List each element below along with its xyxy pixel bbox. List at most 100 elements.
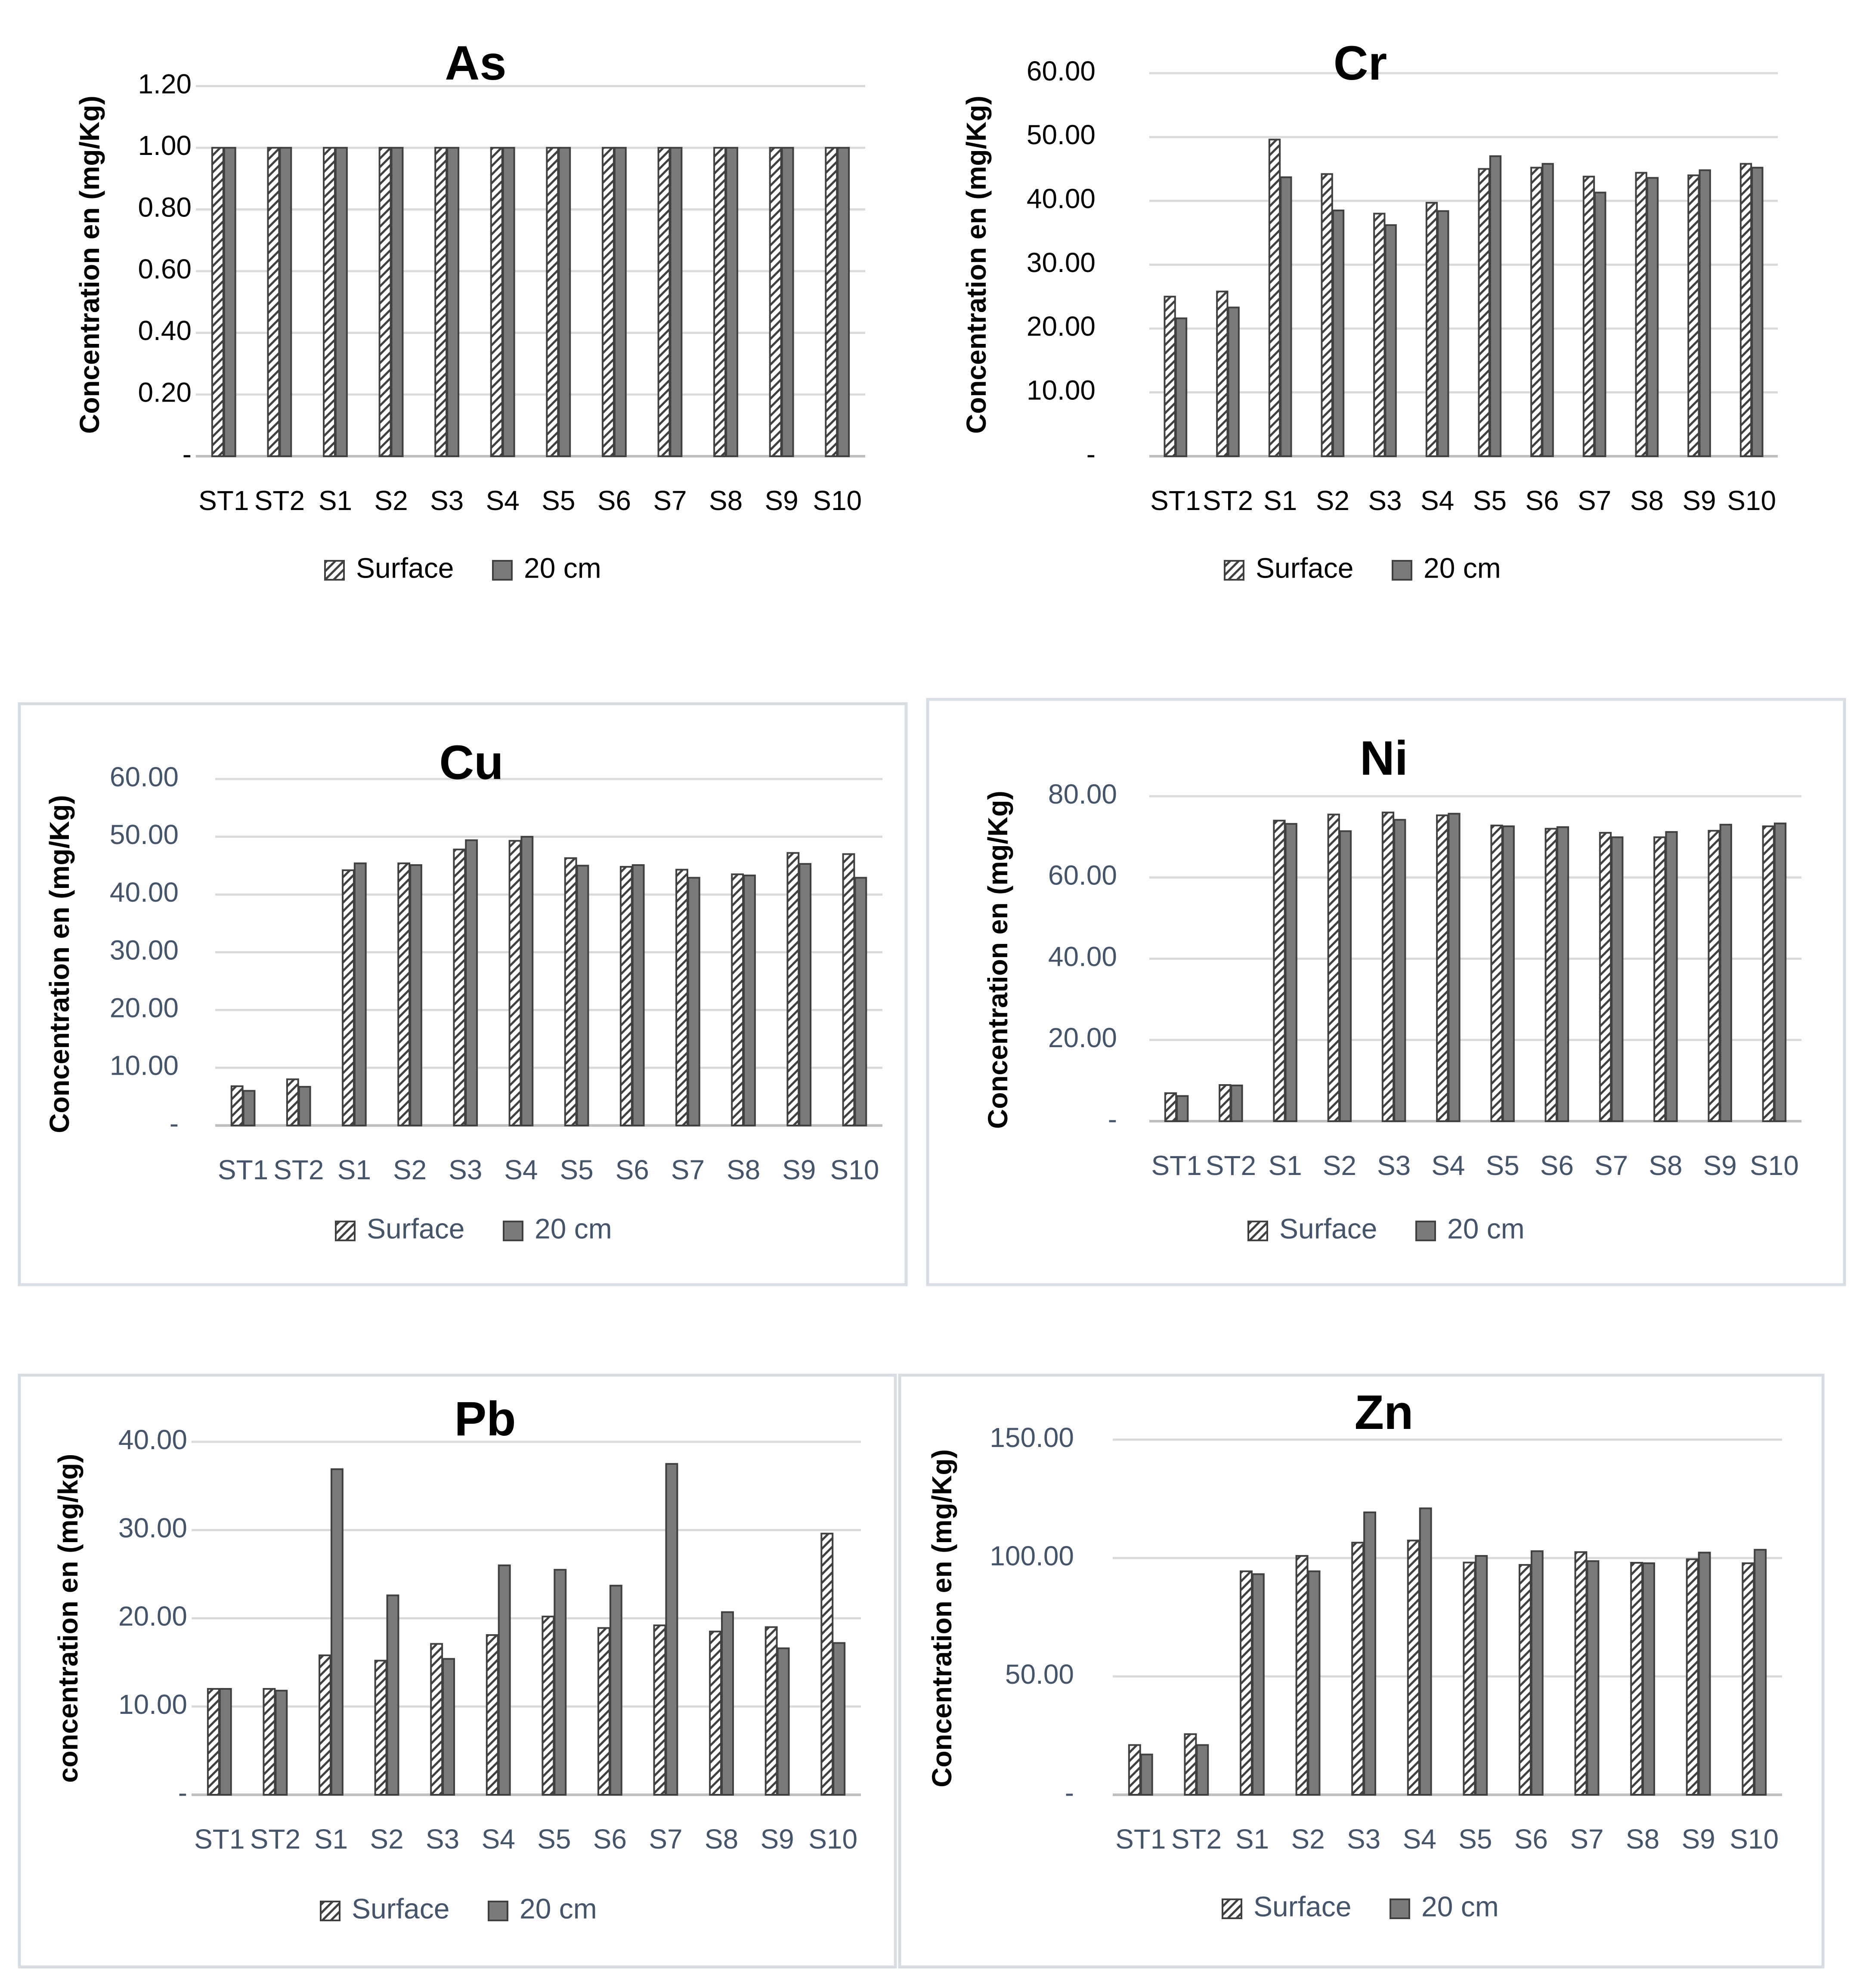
legend-label-20cm: 20 cm (535, 1212, 612, 1244)
x-tick-label: S1 (1268, 1150, 1302, 1181)
legend-label-surface: Surface (1279, 1212, 1377, 1244)
bar-surface-s3 (1381, 811, 1395, 1122)
bar-20cm-s2 (390, 147, 404, 458)
legend-swatch-surface (335, 1221, 356, 1241)
bar-surface-s10 (1739, 163, 1752, 457)
bar-surface-s4 (490, 147, 503, 458)
bar-20cm-s2 (409, 864, 422, 1126)
legend-label-20cm: 20 cm (1447, 1212, 1525, 1244)
bar-surface-st2 (263, 1688, 276, 1796)
x-tick-label: S10 (1750, 1150, 1799, 1181)
y-tick-label: - (170, 1108, 179, 1139)
x-tick-label: S4 (1421, 485, 1454, 516)
bar-20cm-s8 (1665, 831, 1678, 1122)
x-tick-label: S5 (560, 1154, 593, 1185)
y-tick-label: 50.00 (1027, 119, 1096, 150)
bar-surface-s4 (508, 840, 522, 1126)
x-tick-label: S9 (764, 485, 798, 516)
bar-surface-s8 (713, 147, 727, 458)
y-tick-label: 1.20 (138, 68, 192, 99)
bar-surface-s4 (1407, 1540, 1420, 1796)
y-axis-label: concentration en (mg/kg) (53, 1454, 84, 1783)
legend-label-20cm: 20 cm (520, 1892, 597, 1924)
y-tick-label: 80.00 (1048, 779, 1117, 810)
legend-swatch-surface (1224, 560, 1244, 581)
x-tick-label: ST2 (273, 1154, 324, 1185)
legend-swatch-20cm (1390, 1898, 1410, 1919)
y-tick-label: 20.00 (118, 1601, 187, 1632)
bar-surface-s6 (619, 866, 633, 1126)
chart-title: Cu (439, 736, 503, 789)
x-tick-label: ST1 (1115, 1824, 1166, 1855)
y-tick-label: 0.60 (138, 254, 192, 284)
bar-surface-st1 (207, 1688, 220, 1796)
bar-20cm-s8 (725, 147, 738, 458)
bar-surface-s9 (1686, 1558, 1699, 1796)
bar-20cm-s10 (837, 147, 850, 458)
bar-surface-s5 (564, 857, 577, 1126)
legend-swatch-surface (320, 1901, 340, 1921)
x-tick-label: ST1 (198, 485, 249, 516)
bar-surface-s4 (486, 1634, 499, 1796)
bar-20cm-s1 (330, 1468, 344, 1796)
y-tick-label: 60.00 (1027, 56, 1096, 87)
bar-surface-st1 (1164, 1092, 1177, 1122)
x-tick-label: S4 (1403, 1824, 1436, 1855)
y-tick-label: - (178, 1777, 187, 1808)
bar-20cm-s5 (1502, 825, 1515, 1122)
bar-surface-s10 (825, 147, 838, 458)
x-tick-label: S2 (1291, 1824, 1325, 1855)
x-tick-label: S9 (1681, 1824, 1715, 1855)
bar-surface-st1 (1164, 296, 1176, 458)
y-axis-label: Concentration en (mg/Kg) (44, 795, 75, 1133)
legend: Surface 20 cm (1224, 552, 1501, 584)
y-tick-label: 20.00 (110, 992, 179, 1023)
x-tick-label: S7 (1594, 1150, 1628, 1181)
y-tick-label: - (1086, 439, 1096, 470)
x-tick-label: S1 (314, 1824, 348, 1855)
bar-surface-s7 (1599, 832, 1612, 1122)
legend-swatch-surface (324, 560, 345, 581)
bar-20cm-s4 (1437, 210, 1449, 457)
bar-20cm-st2 (279, 147, 292, 458)
x-tick-label: S8 (1649, 1150, 1682, 1181)
chart-panel-zn: - 50.00 100.00 150.00 ST1 ST2 S1 S2 S3 S4 S5 S6 S7 S8… (898, 1373, 1825, 1969)
bar-20cm-s10 (1754, 1549, 1767, 1796)
bar-20cm-s7 (1611, 836, 1624, 1122)
x-tick-label: S7 (653, 485, 687, 516)
bar-20cm-st2 (1196, 1744, 1209, 1796)
x-tick-label: S1 (319, 485, 352, 516)
legend-label-surface: Surface (352, 1892, 449, 1924)
legend-swatch-20cm (503, 1221, 523, 1241)
y-tick-label: 0.40 (138, 315, 192, 346)
x-tick-label: S8 (727, 1154, 760, 1185)
bar-surface-s2 (397, 862, 411, 1126)
legend-swatch-20cm (1392, 560, 1412, 581)
bar-20cm-s4 (520, 836, 534, 1126)
y-tick-label: 30.00 (110, 934, 179, 965)
bar-surface-s6 (1544, 828, 1557, 1122)
bar-20cm-s9 (777, 1647, 790, 1796)
bar-surface-s5 (1478, 168, 1490, 457)
x-tick-label: S9 (1682, 485, 1716, 516)
bar-surface-s9 (786, 852, 800, 1126)
bar-20cm-s6 (631, 864, 645, 1126)
x-tick-label: S10 (808, 1824, 857, 1855)
x-tick-label: ST2 (1203, 485, 1253, 516)
bar-surface-st1 (211, 147, 224, 458)
x-tick-label: S2 (374, 485, 408, 516)
x-tick-label: S3 (1347, 1824, 1380, 1855)
y-tick-label: 0.20 (138, 377, 192, 408)
y-tick-label: 0.80 (138, 192, 192, 223)
y-axis-label: Concentration en (mg/Kg) (74, 96, 105, 434)
legend-swatch-surface (1222, 1898, 1242, 1919)
bar-20cm-s7 (669, 147, 683, 458)
bar-20cm-s7 (665, 1463, 678, 1796)
bar-20cm-s8 (1646, 177, 1659, 457)
legend: Surface 20 cm (1222, 1890, 1499, 1922)
x-tick-label: S10 (1727, 485, 1776, 516)
bar-surface-s2 (1321, 173, 1333, 458)
x-tick-label: ST2 (250, 1824, 300, 1855)
chart-title: As (445, 36, 506, 90)
bar-surface-s10 (842, 853, 855, 1126)
